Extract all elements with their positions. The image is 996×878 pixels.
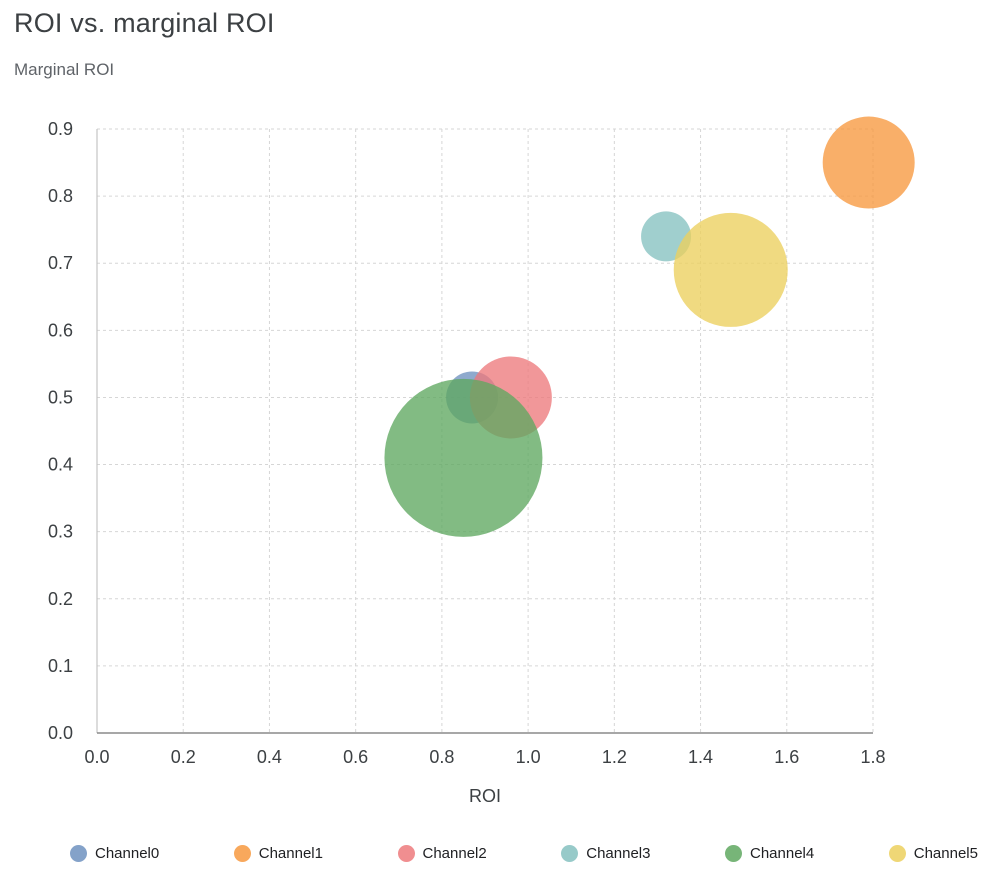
- legend-label: Channel0: [95, 844, 160, 862]
- x-tick-label: 0.6: [343, 747, 368, 767]
- y-tick-label: 0.5: [48, 387, 73, 407]
- legend-label: Channel4: [750, 844, 815, 862]
- x-tick-label: 1.6: [774, 747, 799, 767]
- bubble-channel4[interactable]: [384, 378, 543, 537]
- legend-item-channel1[interactable]: Channel1: [233, 844, 323, 862]
- y-tick-label: 0.8: [48, 186, 73, 206]
- legend-label: Channel3: [586, 844, 651, 862]
- legend-dot-icon: [888, 844, 906, 862]
- x-tick-label: 1.2: [602, 747, 627, 767]
- legend-dot-icon: [725, 844, 742, 862]
- legend-dot-icon: [397, 844, 415, 862]
- legend-item-channel3[interactable]: Channel3: [561, 844, 651, 862]
- legend-label: Channel5: [913, 844, 978, 862]
- y-tick-label: 0.7: [48, 253, 73, 273]
- legend-dot-icon: [70, 844, 87, 862]
- x-tick-label: 0.8: [429, 747, 454, 767]
- chart-title: ROI vs. marginal ROI: [14, 8, 275, 38]
- legend-dot-icon: [233, 844, 251, 862]
- y-tick-label: 0.6: [48, 320, 73, 340]
- x-axis-label: ROI: [468, 786, 501, 806]
- legend-label: Channel1: [258, 844, 323, 862]
- legend-item-channel5[interactable]: Channel5: [888, 844, 978, 862]
- y-tick-label: 0.1: [48, 656, 73, 676]
- x-tick-label: 0.0: [84, 747, 109, 767]
- y-tick-label: 0.4: [48, 455, 73, 475]
- bubble-channel5[interactable]: [673, 212, 788, 327]
- x-tick-label: 1.0: [516, 747, 541, 767]
- bubble-channel1[interactable]: [822, 116, 915, 209]
- y-axis-label: Marginal ROI: [14, 60, 115, 79]
- y-tick-label: 0.9: [48, 119, 73, 139]
- y-tick-label: 0.3: [48, 522, 73, 542]
- x-tick-label: 0.2: [171, 747, 196, 767]
- legend-item-channel2[interactable]: Channel2: [397, 844, 487, 862]
- y-tick-label: 0.2: [48, 589, 73, 609]
- x-tick-label: 0.4: [257, 747, 282, 767]
- legend: Channel0 Channel1 Channel2 Channel3 Channel4…: [70, 840, 978, 866]
- legend-item-channel4[interactable]: Channel4: [725, 844, 815, 862]
- legend-label: Channel2: [422, 844, 487, 862]
- x-tick-label: 1.4: [688, 747, 713, 767]
- y-tick-label: 0.0: [48, 723, 73, 743]
- legend-dot-icon: [561, 844, 579, 862]
- legend-item-channel0[interactable]: Channel0: [70, 844, 160, 862]
- x-tick-label: 1.8: [860, 747, 885, 767]
